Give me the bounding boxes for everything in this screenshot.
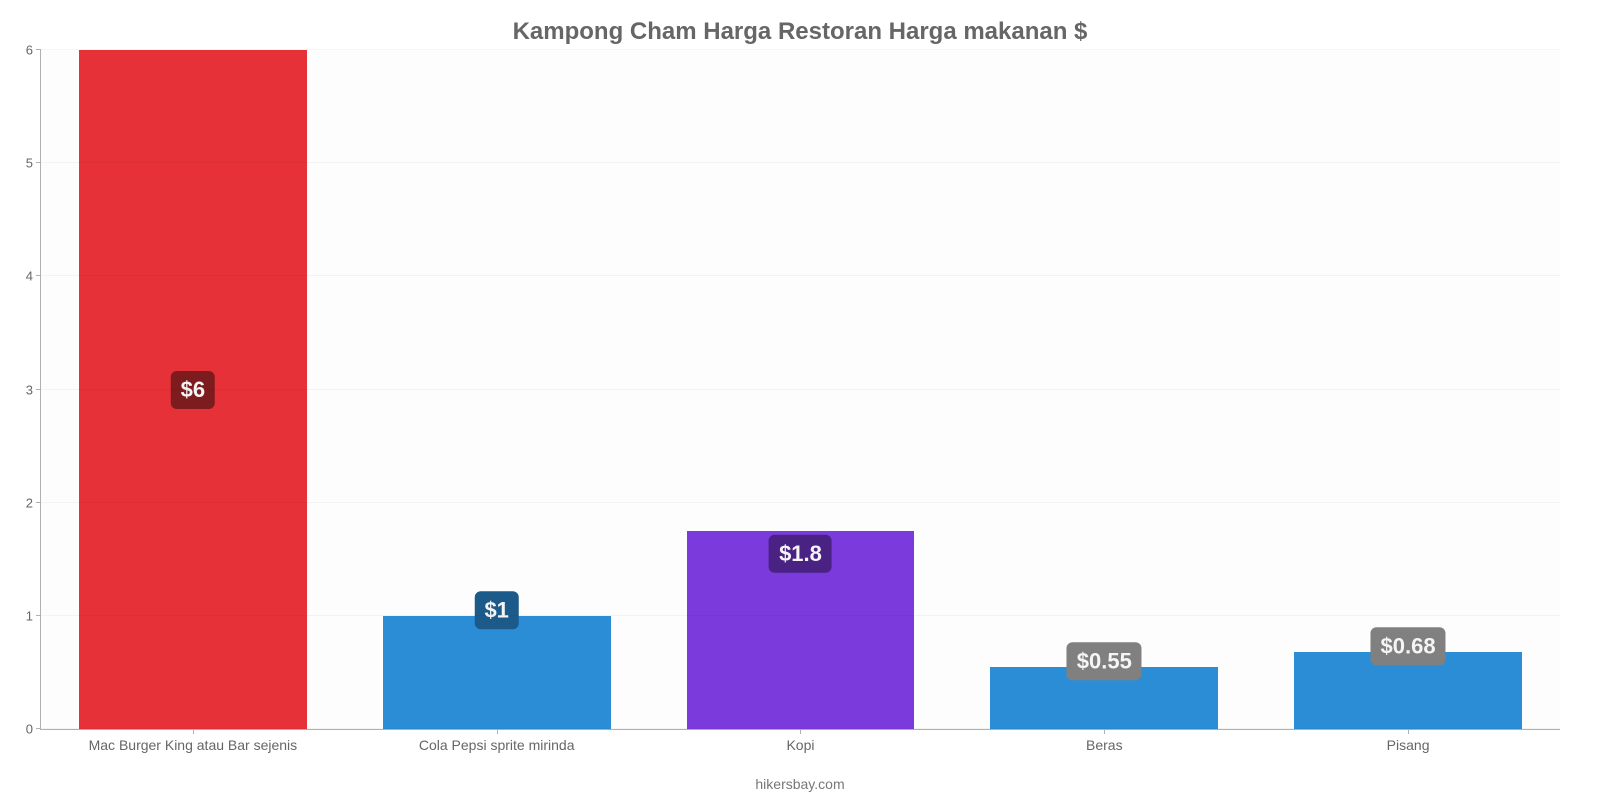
bar-slot: $0.68Pisang	[1256, 50, 1560, 729]
bar-value-badge: $6	[171, 371, 215, 409]
ytick-label: 5	[26, 156, 41, 171]
gridline	[41, 615, 1560, 616]
ytick-label: 3	[26, 382, 41, 397]
bar-value-badge: $0.55	[1067, 642, 1142, 680]
gridline	[41, 389, 1560, 390]
bar-value-badge: $1.8	[769, 535, 832, 573]
gridline	[41, 728, 1560, 729]
ytick-label: 4	[26, 269, 41, 284]
bars-layer: $6Mac Burger King atau Bar sejenis$1Cola…	[41, 50, 1560, 729]
x-axis-label: Pisang	[1387, 729, 1430, 753]
x-axis-label: Cola Pepsi sprite mirinda	[419, 729, 575, 753]
ytick-label: 6	[26, 43, 41, 58]
x-axis-label: Mac Burger King atau Bar sejenis	[89, 729, 298, 753]
chart-title: Kampong Cham Harga Restoran Harga makana…	[0, 18, 1600, 46]
plot-area: $6Mac Burger King atau Bar sejenis$1Cola…	[40, 50, 1560, 730]
bar-slot: $0.55Beras	[952, 50, 1256, 729]
bar-slot: $6Mac Burger King atau Bar sejenis	[41, 50, 345, 729]
gridline	[41, 49, 1560, 50]
ytick-label: 2	[26, 495, 41, 510]
chart-container: Kampong Cham Harga Restoran Harga makana…	[0, 0, 1600, 800]
bar	[383, 616, 611, 729]
gridline	[41, 275, 1560, 276]
chart-source: hikersbay.com	[0, 776, 1600, 792]
ytick-label: 1	[26, 608, 41, 623]
bar-value-badge: $0.68	[1371, 627, 1446, 665]
bar-slot: $1Cola Pepsi sprite mirinda	[345, 50, 649, 729]
gridline	[41, 502, 1560, 503]
bar-slot: $1.8Kopi	[649, 50, 953, 729]
x-axis-label: Kopi	[786, 729, 814, 753]
x-axis-label: Beras	[1086, 729, 1123, 753]
ytick-label: 0	[26, 722, 41, 737]
gridline	[41, 162, 1560, 163]
bar-value-badge: $1	[474, 591, 518, 629]
